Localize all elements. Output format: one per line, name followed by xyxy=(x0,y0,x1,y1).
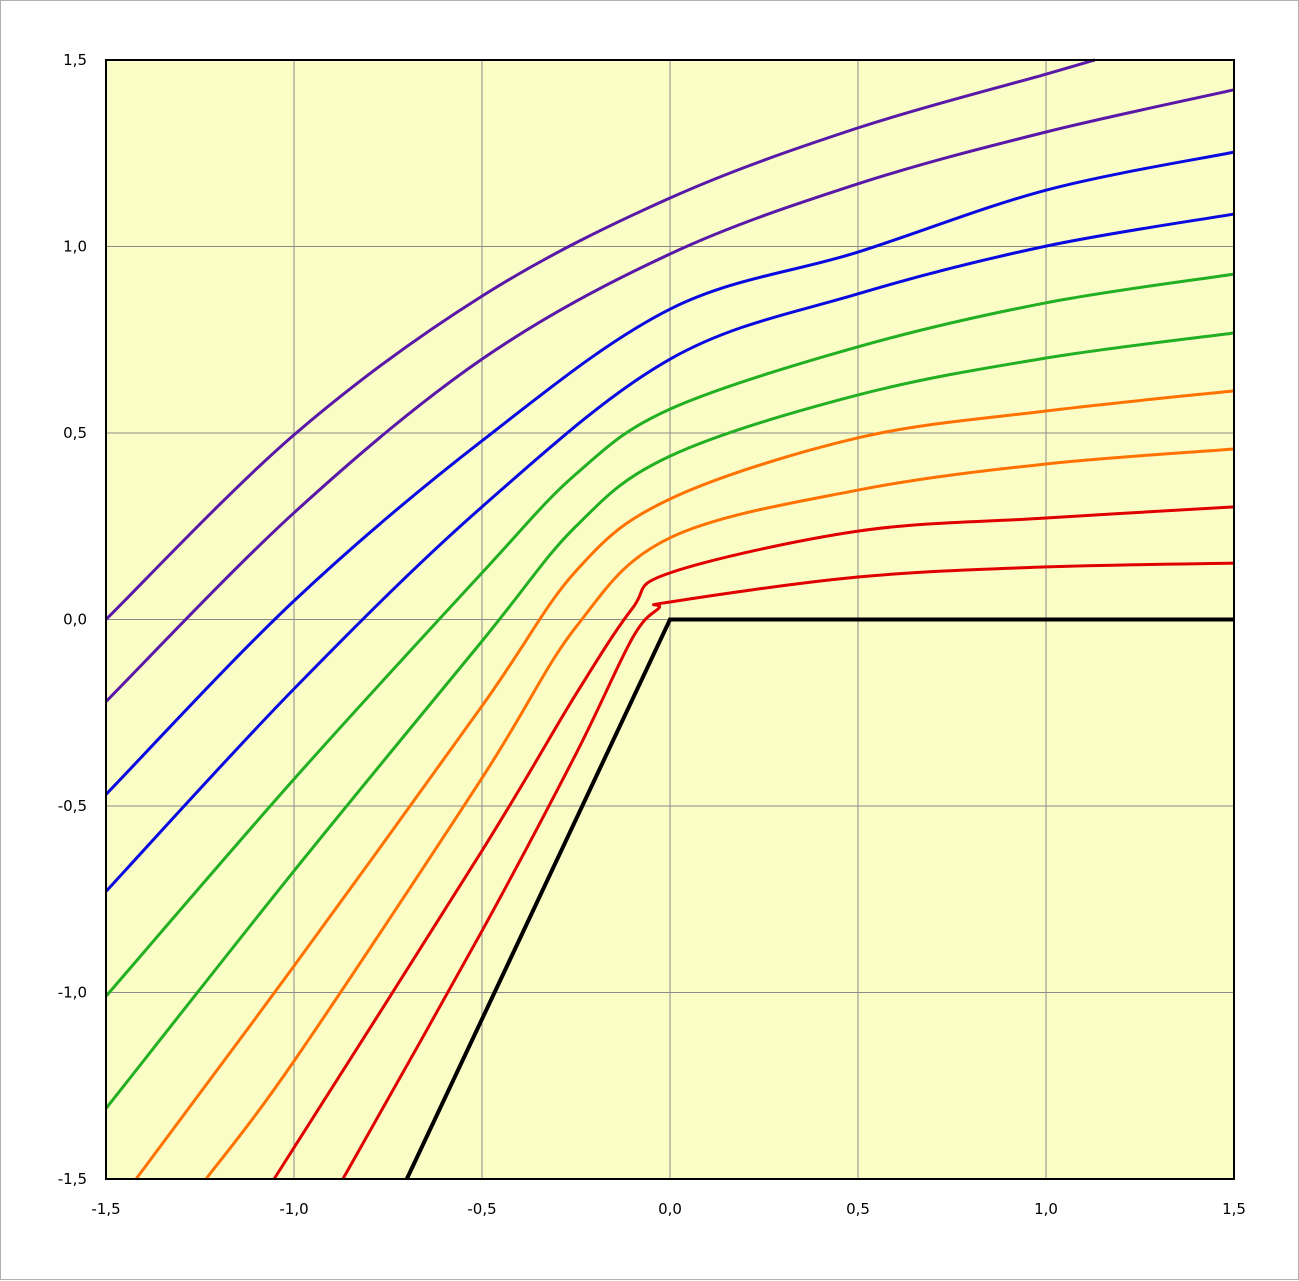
y-tick-label: 0,0 xyxy=(63,611,87,629)
x-tick-label: 1,0 xyxy=(1034,1200,1058,1218)
series-line-4 xyxy=(104,212,1235,893)
y-tick-label: -1,5 xyxy=(58,1170,87,1188)
x-tick-label: 0,0 xyxy=(658,1200,682,1218)
series-line-10 xyxy=(341,561,1235,1180)
series-line-1 xyxy=(104,58,1096,621)
x-tick-label: -1,5 xyxy=(91,1200,120,1218)
y-tick-label: -0,5 xyxy=(58,797,87,815)
x-tick-label: 0,5 xyxy=(846,1200,870,1218)
series-line-2 xyxy=(104,88,1235,703)
series-line-9 xyxy=(272,505,1235,1180)
series-lines xyxy=(104,58,1235,1180)
x-axis-ticks: -1,5 -1,0 -0,5 0,0 0,5 1,0 1,5 xyxy=(91,1200,1246,1218)
series-line-7 xyxy=(134,389,1235,1180)
series-line-8 xyxy=(204,447,1235,1180)
boundary-line xyxy=(404,617,1234,1180)
x-tick-label: -1,0 xyxy=(279,1200,308,1218)
series-line-6 xyxy=(104,331,1235,1110)
x-tick-label: 1,5 xyxy=(1222,1200,1246,1218)
y-tick-label: -1,0 xyxy=(58,984,87,1002)
y-tick-label: 0,5 xyxy=(63,424,87,442)
y-tick-label: 1,5 xyxy=(63,51,87,69)
series-line-5 xyxy=(104,272,1235,998)
y-axis-ticks: 1,5 1,0 0,5 0,0 -0,5 -1,0 -1,5 xyxy=(58,51,87,1188)
plot-frame xyxy=(105,59,1235,1180)
y-tick-label: 1,0 xyxy=(63,238,87,256)
series-line-3 xyxy=(104,150,1235,796)
x-tick-label: -0,5 xyxy=(467,1200,496,1218)
